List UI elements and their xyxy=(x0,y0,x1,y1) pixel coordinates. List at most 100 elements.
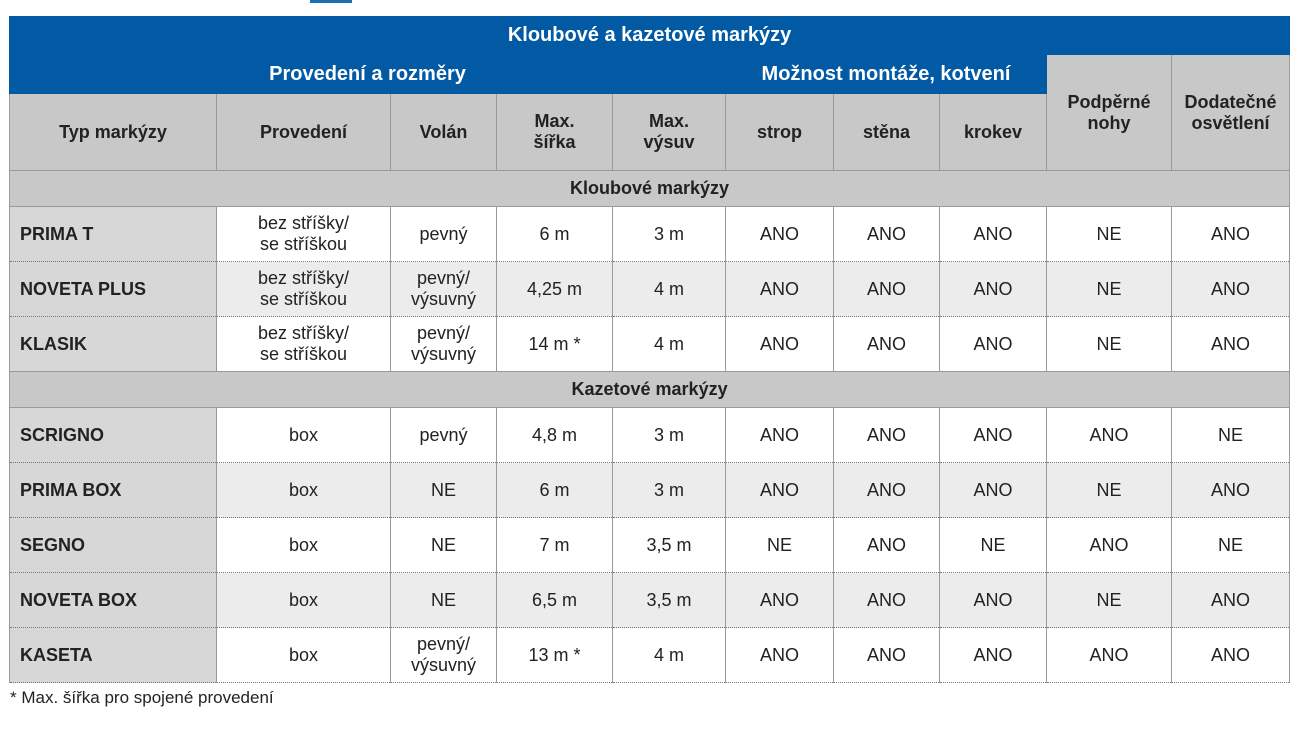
col-header-nohy: Podpěrné nohy xyxy=(1046,54,1172,171)
table-title: Kloubové a kazetové markýzy xyxy=(8,16,1291,55)
cell-osvetleni: NE xyxy=(1170,407,1291,463)
cell-nohy: ANO xyxy=(1046,517,1172,573)
cell-strop: ANO xyxy=(725,462,834,518)
cell-volan: NE xyxy=(390,517,497,573)
table-row: SCRIGNO box pevný 4,8 m 3 m ANO ANO ANO … xyxy=(9,407,1291,463)
cell-stena: ANO xyxy=(833,462,940,518)
col-header-vysuv: Max. výsuv xyxy=(612,93,726,171)
cell-nohy: NE xyxy=(1046,206,1172,262)
footnote: * Max. šířka pro spojené provedení xyxy=(10,688,274,707)
table-row: PRIMA T bez stříšky/se stříškou pevný 6 … xyxy=(9,206,1291,262)
cell-krokev: ANO xyxy=(939,407,1047,463)
cell-vysuv: 3,5 m xyxy=(612,517,726,573)
cell-strop: ANO xyxy=(725,407,834,463)
cell-sirka: 4,25 m xyxy=(496,261,613,317)
cell-vysuv: 3 m xyxy=(612,407,726,463)
cell-nohy: NE xyxy=(1046,572,1172,628)
col-header-strop: strop xyxy=(725,93,834,171)
cell-provedeni: box xyxy=(216,572,391,628)
cell-volan: pevný/výsuvný xyxy=(390,316,497,372)
cell-stena: ANO xyxy=(833,627,940,683)
cell-typ: KASETA xyxy=(9,627,217,683)
cell-volan: NE xyxy=(390,572,497,628)
table-row: KLASIK bez stříšky/se stříškou pevný/výs… xyxy=(9,316,1291,372)
cell-stena: ANO xyxy=(833,206,940,262)
cell-krokev: ANO xyxy=(939,462,1047,518)
cell-osvetleni: ANO xyxy=(1170,261,1291,317)
cell-typ: PRIMA T xyxy=(9,206,217,262)
cell-osvetleni: ANO xyxy=(1170,572,1291,628)
col-header-volan: Volán xyxy=(390,93,497,171)
cell-krokev: ANO xyxy=(939,572,1047,628)
table-row: KASETA box pevný/výsuvný 13 m * 4 m ANO … xyxy=(9,627,1291,683)
cell-provedeni: box xyxy=(216,627,391,683)
cell-typ: PRIMA BOX xyxy=(9,462,217,518)
cell-typ: NOVETA PLUS xyxy=(9,261,217,317)
table-row: NOVETA PLUS bez stříšky/se stříškou pevn… xyxy=(9,261,1291,317)
cell-osvetleni: ANO xyxy=(1170,462,1291,518)
section-kloubove: Kloubové markýzy xyxy=(8,170,1291,207)
cell-provedeni: bez stříšky/se stříškou xyxy=(216,206,391,262)
cell-osvetleni: NE xyxy=(1170,517,1291,573)
cell-nohy: ANO xyxy=(1046,407,1172,463)
cell-stena: ANO xyxy=(833,316,940,372)
cell-krokev: NE xyxy=(939,517,1047,573)
cell-vysuv: 3 m xyxy=(612,462,726,518)
cell-sirka: 6 m xyxy=(496,206,613,262)
cell-stena: ANO xyxy=(833,572,940,628)
cell-strop: ANO xyxy=(725,627,834,683)
cell-sirka: 14 m * xyxy=(496,316,613,372)
col-header-krokev: krokev xyxy=(939,93,1047,171)
cell-volan: pevný/výsuvný xyxy=(390,261,497,317)
cell-sirka: 13 m * xyxy=(496,627,613,683)
cell-provedeni: box xyxy=(216,462,391,518)
cell-sirka: 7 m xyxy=(496,517,613,573)
cell-volan: pevný/výsuvný xyxy=(390,627,497,683)
cell-typ: SCRIGNO xyxy=(9,407,217,463)
cell-vysuv: 3,5 m xyxy=(612,572,726,628)
table-row: NOVETA BOX box NE 6,5 m 3,5 m ANO ANO AN… xyxy=(9,572,1291,628)
col-header-osvetleni: Dodatečné osvětlení xyxy=(1170,54,1291,171)
group-header-provedeni: Provedení a rozměry xyxy=(9,54,726,94)
cell-osvetleni: ANO xyxy=(1170,316,1291,372)
cell-osvetleni: ANO xyxy=(1170,206,1291,262)
cell-provedeni: box xyxy=(216,517,391,573)
cell-vysuv: 4 m xyxy=(612,261,726,317)
top-accent-line xyxy=(310,0,352,3)
cell-vysuv: 4 m xyxy=(612,627,726,683)
cell-strop: ANO xyxy=(725,261,834,317)
cell-provedeni: bez stříšky/se stříškou xyxy=(216,261,391,317)
cell-sirka: 4,8 m xyxy=(496,407,613,463)
cell-stena: ANO xyxy=(833,517,940,573)
cell-strop: ANO xyxy=(725,572,834,628)
group-header-montaz: Možnost montáže, kotvení xyxy=(725,54,1047,94)
cell-nohy: NE xyxy=(1046,462,1172,518)
cell-provedeni: box xyxy=(216,407,391,463)
cell-vysuv: 4 m xyxy=(612,316,726,372)
cell-typ: NOVETA BOX xyxy=(9,572,217,628)
cell-krokev: ANO xyxy=(939,316,1047,372)
col-header-sirka: Max. šířka xyxy=(496,93,613,171)
cell-nohy: ANO xyxy=(1046,627,1172,683)
cell-provedeni: bez stříšky/se stříškou xyxy=(216,316,391,372)
cell-krokev: ANO xyxy=(939,261,1047,317)
cell-strop: ANO xyxy=(725,206,834,262)
cell-volan: pevný xyxy=(390,206,497,262)
cell-typ: KLASIK xyxy=(9,316,217,372)
cell-nohy: NE xyxy=(1046,261,1172,317)
table-row: SEGNO box NE 7 m 3,5 m NE ANO NE ANO NE xyxy=(9,517,1291,573)
col-header-typ: Typ markýzy xyxy=(9,93,217,171)
cell-vysuv: 3 m xyxy=(612,206,726,262)
col-header-stena: stěna xyxy=(833,93,940,171)
cell-stena: ANO xyxy=(833,261,940,317)
cell-krokev: ANO xyxy=(939,206,1047,262)
cell-nohy: NE xyxy=(1046,316,1172,372)
cell-volan: NE xyxy=(390,462,497,518)
cell-volan: pevný xyxy=(390,407,497,463)
cell-typ: SEGNO xyxy=(9,517,217,573)
section-kazetove: Kazetové markýzy xyxy=(8,371,1291,408)
cell-krokev: ANO xyxy=(939,627,1047,683)
cell-sirka: 6,5 m xyxy=(496,572,613,628)
cell-strop: ANO xyxy=(725,316,834,372)
table-row: PRIMA BOX box NE 6 m 3 m ANO ANO ANO NE … xyxy=(9,462,1291,518)
